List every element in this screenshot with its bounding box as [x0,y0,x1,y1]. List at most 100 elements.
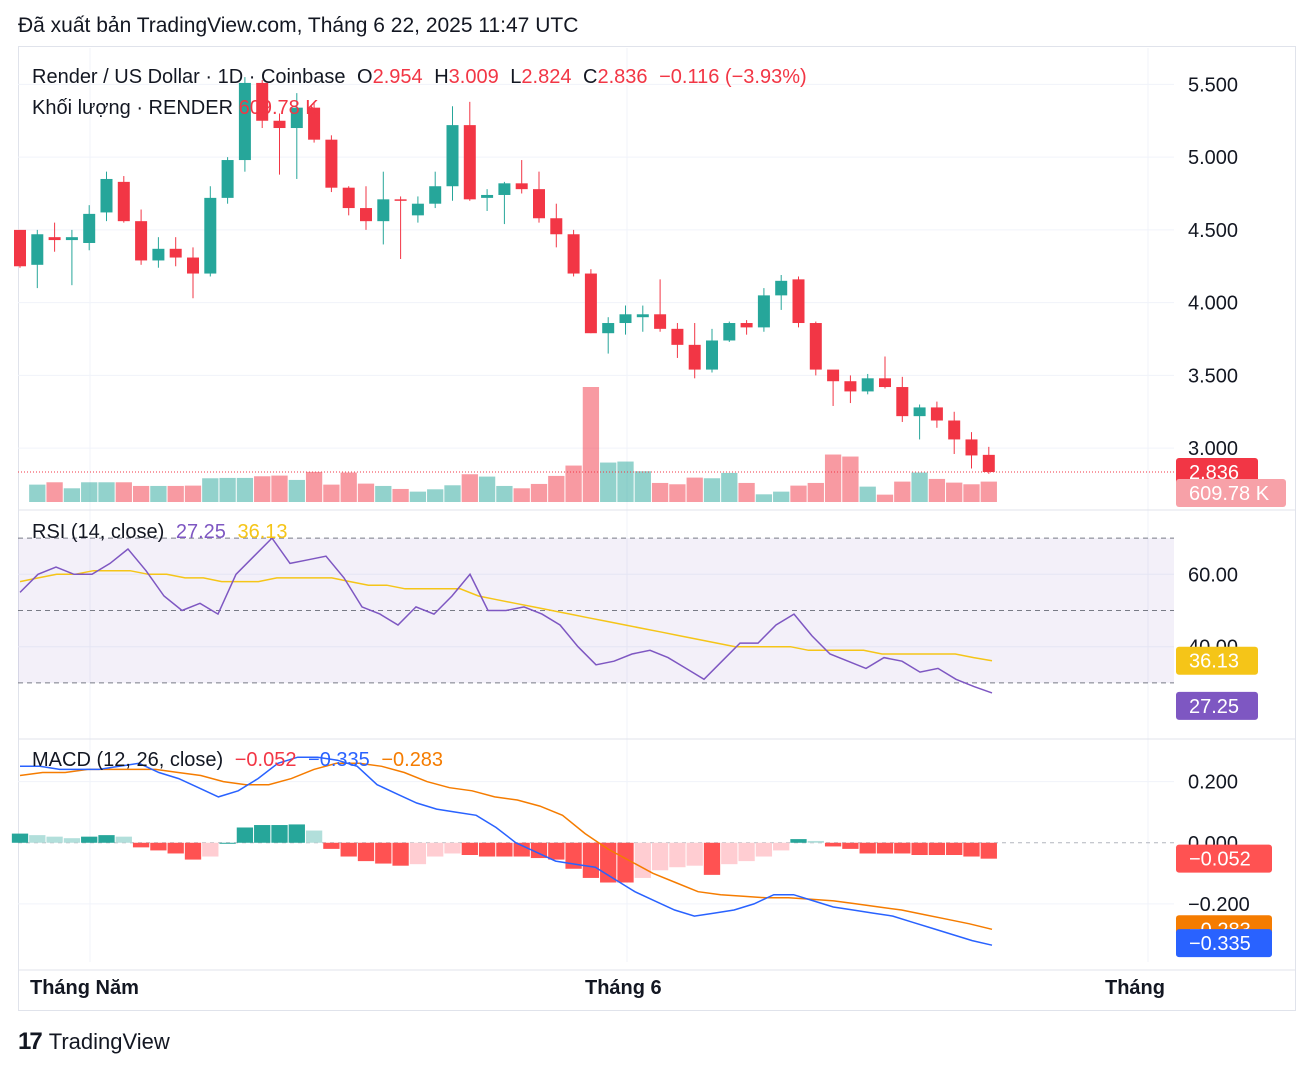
volume-bar [842,456,859,502]
macd-histogram-bar [669,842,686,868]
macd-histogram-bar [548,842,565,860]
volume-bar [980,481,997,502]
macd-line-value: −0.335 [308,749,370,771]
rsi-line [19,536,993,694]
macd-histogram-bar [132,842,150,848]
candle-body [740,323,753,328]
macd-histogram-bar [859,842,876,854]
candle-body [515,183,528,190]
candle-body [325,139,338,188]
volume-bar [98,482,115,502]
volume-value: 609.78 K [238,97,319,119]
volume-bar [167,485,184,502]
macd-histogram-bar [305,830,323,843]
candle-body [117,181,130,222]
candle-body [723,323,736,341]
candle-body [221,160,234,198]
macd-label[interactable]: MACD (12, 26, close) [32,749,224,771]
macd-line [20,756,993,946]
rsi-value: 27.25 [175,521,226,543]
volume-bar [634,471,651,502]
rsi-label[interactable]: RSI (14, close) [32,521,165,543]
volume-bar [755,494,773,502]
volume-bar [548,475,565,502]
candle-body [342,187,355,209]
volume-bar [29,484,46,502]
rsi-ma-line [19,569,993,662]
footer: 17 TradingView [18,1028,170,1056]
volume-bar [807,482,824,502]
macd-histogram-bar [946,842,963,855]
brand-name[interactable]: TradingView [48,1029,170,1054]
volume-bar [115,482,132,502]
candle-body [757,295,770,328]
candles [14,77,1174,474]
published-header: Đã xuất bản TradingView.com, Tháng 6 22,… [18,14,579,37]
candle-body [619,314,632,324]
volume-bar [46,482,63,502]
candle-body [844,381,857,392]
candle-body [290,107,303,129]
candle-body [152,248,165,261]
candle-body [965,439,978,456]
symbol-label[interactable]: Render / US Dollar · 1D · Coinbase [32,66,346,88]
candle-body [550,218,563,235]
volume-bar [894,481,911,502]
macd-histogram-bar [894,842,911,854]
volume-bar [773,491,790,502]
macd-histogram-bar [236,827,254,843]
low-value: 2.824 [521,66,572,88]
badge-label: 27.25 [1189,696,1239,718]
volume-bar [651,482,669,502]
macd-histogram-bar [651,842,669,871]
volume-bar [444,485,461,502]
time-axis: Tháng Năm Tháng 6 Tháng [30,977,1165,999]
candle-body [827,369,840,382]
axis-tick-label: −0.200 [1188,894,1250,916]
candle-body [809,323,822,370]
volume-bar [963,484,980,502]
axis-value-badge: −0.052 [1176,844,1272,873]
volume-bar [824,454,842,502]
badge-box [1176,844,1272,873]
volume-bar [288,479,305,502]
macd-histogram-bar [755,842,773,857]
tradingview-logo-icon[interactable]: 17 [18,1028,43,1055]
candle-body [204,197,217,274]
macd-histogram-bar [184,842,202,860]
volume-label[interactable]: Khối lượng · RENDER [32,97,234,119]
rsi-lines [19,536,993,694]
macd-histogram-bar [963,842,980,857]
macd-histogram-bar [409,842,427,865]
axis-value-badge: −0.335 [1176,929,1272,958]
macd-histogram-bar [824,842,842,847]
candle-body [930,407,943,421]
candle-body [636,314,649,318]
candle-body [394,199,407,201]
macd-histogram-bar [876,842,894,854]
macd-histogram-bar [46,836,63,843]
macd-histogram-bar [790,839,807,843]
candle-body [463,125,476,200]
macd-histogram-bar [357,842,375,862]
axis-tick-label: 4.500 [1188,220,1238,242]
volume-bar [63,488,81,502]
volume-bar [271,475,288,502]
macd-histogram-bar [478,842,496,857]
macd-histogram-bar [115,836,132,843]
volume-bar [81,482,98,502]
macd-hist-value: −0.052 [234,749,297,771]
candle-body [481,194,494,198]
macd-histogram-bar [773,842,790,851]
x-tick-label: Tháng [1105,977,1165,999]
axis-tick-label: 3.500 [1188,365,1238,387]
candle-body [879,378,891,388]
macd-histogram-bar [254,825,271,843]
macd-legend: MACD (12, 26, close) −0.052 −0.335 −0.28… [32,749,443,772]
axis-tick-label: 5.500 [1188,74,1238,96]
macd-histogram-bar [11,833,29,843]
volume-bar [686,477,703,502]
axis-tick-label: 3.000 [1188,438,1238,460]
candle-body [706,340,718,370]
